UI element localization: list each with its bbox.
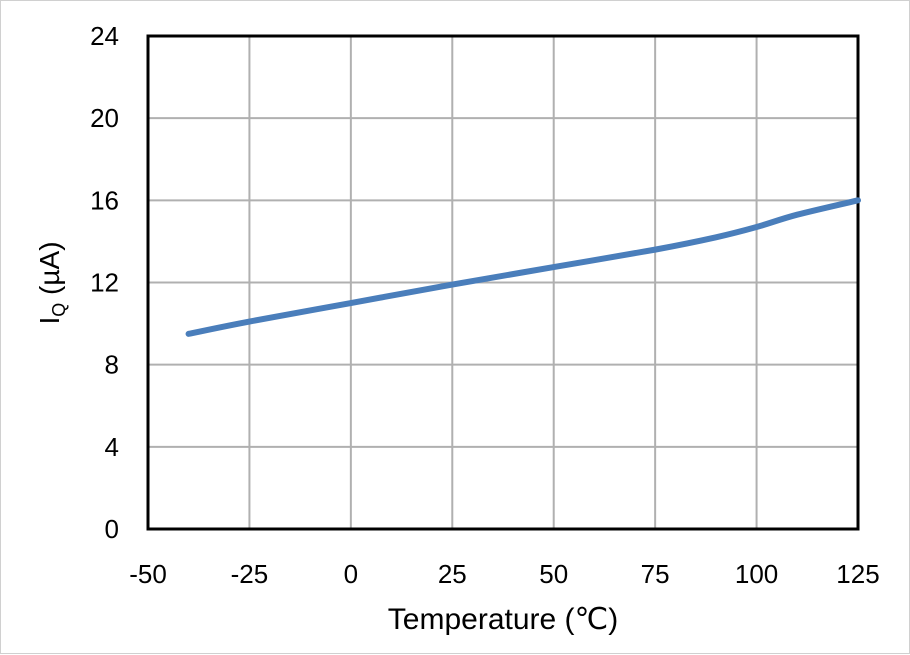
y-tick-label: 8 bbox=[105, 350, 119, 380]
x-tick-label: -50 bbox=[129, 559, 167, 589]
y-tick-label: 12 bbox=[90, 268, 119, 298]
plot-frame bbox=[146, 34, 860, 531]
y-tick-label: 24 bbox=[90, 21, 119, 51]
y-tick-label: 4 bbox=[105, 432, 119, 462]
x-axis-label: Temperature (℃) bbox=[388, 603, 618, 636]
x-tick-label: 75 bbox=[641, 559, 670, 589]
y-tick-label: 20 bbox=[90, 103, 119, 133]
x-tick-label: 125 bbox=[836, 559, 879, 589]
x-tick-label: 50 bbox=[539, 559, 568, 589]
x-tick-label: -25 bbox=[231, 559, 269, 589]
y-tick-label: 0 bbox=[105, 514, 119, 544]
x-tick-label: 25 bbox=[438, 559, 467, 589]
x-tick-label: 100 bbox=[735, 559, 778, 589]
y-axis-label: IQ (µA) bbox=[34, 241, 69, 324]
x-tick-label: 0 bbox=[344, 559, 358, 589]
y-tick-label: 16 bbox=[90, 185, 119, 215]
series-line bbox=[185, 197, 861, 337]
